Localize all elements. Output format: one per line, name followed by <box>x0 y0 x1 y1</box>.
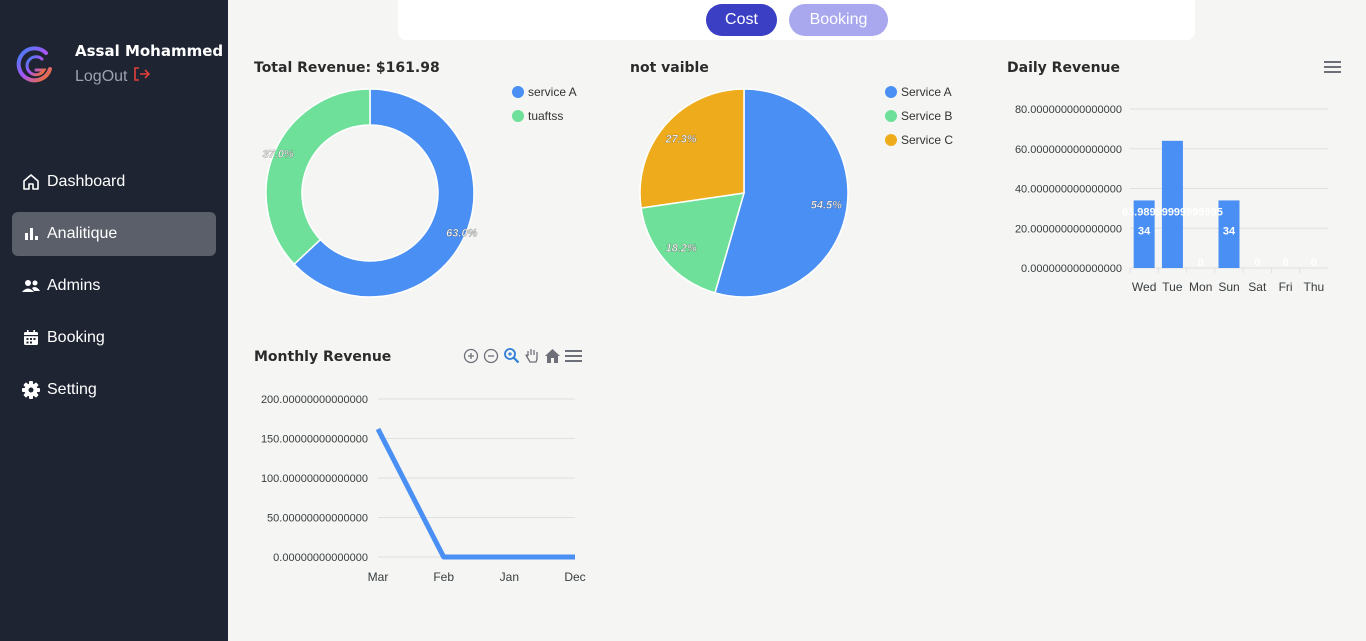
sidebar-item-setting[interactable]: Setting <box>12 368 216 412</box>
users-icon <box>21 276 41 296</box>
legend-item[interactable]: Service C <box>885 133 953 147</box>
bar <box>1161 140 1183 268</box>
gear-icon <box>21 380 41 400</box>
pie-slice <box>265 88 371 266</box>
legend-item[interactable]: service A <box>512 85 577 99</box>
chart-menu-icon[interactable] <box>565 349 582 363</box>
legend-label: Service B <box>901 109 953 123</box>
y-tick-label: 0.00000000000000 <box>273 552 368 564</box>
x-tick-label: Feb <box>433 570 454 584</box>
legend-item[interactable]: tuaftss <box>512 109 563 123</box>
slice-data-label: 54.5% <box>811 200 842 212</box>
cost-tab-button[interactable]: Cost <box>706 4 777 36</box>
pie-slice <box>640 192 746 294</box>
slice-data-label: 63.0% <box>446 228 477 240</box>
logout-label: LogOut <box>75 67 128 85</box>
legend-marker <box>885 134 897 146</box>
y-tick-label: 100.00000000000000 <box>261 473 368 485</box>
logout-button[interactable]: LogOut <box>75 66 223 87</box>
bar-data-label: 0 <box>1283 257 1289 269</box>
legend-marker <box>512 110 524 122</box>
monthly-revenue-title: Monthly Revenue <box>254 349 392 365</box>
y-tick-label: 150.00000000000000 <box>261 434 368 446</box>
legend-label: Service C <box>901 133 954 147</box>
sidebar-item-admins[interactable]: Admins <box>12 264 216 308</box>
legend-label: service A <box>528 85 577 99</box>
sidebar-nav: Dashboard Analitique Admins Booking Sett… <box>12 160 216 420</box>
slice-data-label: 18.2% <box>666 243 697 255</box>
zoom-in-icon[interactable] <box>463 348 479 364</box>
logout-icon <box>133 66 151 87</box>
pie-slice <box>293 88 475 298</box>
sidebar-item-analitique[interactable]: Analitique <box>12 212 216 256</box>
x-tick-label: Jan <box>500 570 519 584</box>
bar-data-label: 0 <box>1198 257 1204 269</box>
bar-data-label: 63.98999999999995 <box>1122 206 1223 218</box>
bar-data-label: 0 <box>1254 257 1260 269</box>
reset-home-icon[interactable] <box>544 348 561 364</box>
chart-toolbar <box>463 347 586 364</box>
daily-revenue-bar-chart: 0.000000000000000 20.000000000000000 40.00… <box>1015 104 1328 294</box>
line-series <box>375 427 575 560</box>
app-logo <box>16 45 52 82</box>
daily-revenue-title: Daily Revenue <box>1007 60 1120 76</box>
bar-chart-icon <box>21 224 41 244</box>
calendar-icon <box>21 328 41 348</box>
monthly-revenue-line-chart: 0.00000000000000 50.00000000000000 100.000… <box>261 394 586 584</box>
bar-data-label: 0 <box>1311 257 1317 269</box>
bar-data-label: 34 <box>1223 225 1236 237</box>
legend-label: Service A <box>901 85 952 99</box>
user-profile: Assal Mohammed LogOut <box>16 42 223 87</box>
x-tick-label: Sun <box>1218 280 1239 294</box>
legend-item[interactable]: Service A <box>885 85 952 99</box>
pie-slice <box>714 88 849 298</box>
user-name: Assal Mohammed <box>75 42 224 60</box>
sidebar-item-label: Setting <box>47 381 97 398</box>
y-tick-label: 20.000000000000000 <box>1015 223 1122 235</box>
y-tick-label: 200.00000000000000 <box>261 394 368 406</box>
pie-slice <box>639 88 745 209</box>
sidebar-item-label: Analitique <box>47 225 118 242</box>
x-tick-label: Mon <box>1189 280 1212 294</box>
sidebar: Assal Mohammed LogOut Dashboard Analitiq… <box>0 0 228 641</box>
slice-data-label: 37.0% <box>263 148 294 160</box>
chart-menu-icon[interactable] <box>1324 60 1341 79</box>
bar-data-label: 34 <box>1138 225 1151 237</box>
zoom-out-icon[interactable] <box>483 348 499 364</box>
x-tick-label: Tue <box>1162 280 1183 294</box>
x-tick-label: Thu <box>1304 280 1325 294</box>
legend-marker <box>512 86 524 98</box>
x-tick-label: Sat <box>1248 280 1267 294</box>
legend-marker <box>885 86 897 98</box>
pan-hand-icon[interactable] <box>524 347 540 364</box>
total-revenue-donut-chart: 63.0% 37.0% <box>262 88 478 298</box>
y-tick-label: 80.000000000000000 <box>1015 104 1122 116</box>
y-tick-label: 40.000000000000000 <box>1015 184 1122 196</box>
total-revenue-title: Total Revenue: $161.98 <box>254 60 440 76</box>
x-tick-label: Dec <box>564 570 585 584</box>
sidebar-item-label: Dashboard <box>47 173 126 190</box>
sidebar-item-label: Booking <box>47 329 105 346</box>
service-pie-chart: 54.5% 18.2% 27.3% <box>639 88 849 298</box>
legend-item[interactable]: Service B <box>885 109 952 123</box>
home-icon <box>21 172 41 192</box>
sidebar-item-booking[interactable]: Booking <box>12 316 216 360</box>
y-tick-label: 50.00000000000000 <box>267 513 368 525</box>
bar <box>1218 200 1240 268</box>
booking-tab-button[interactable]: Booking <box>789 4 888 36</box>
sidebar-item-dashboard[interactable]: Dashboard <box>12 160 216 204</box>
y-tick-label: 60.000000000000000 <box>1015 144 1122 156</box>
zoom-select-icon[interactable] <box>503 347 520 364</box>
legend-label: tuaftss <box>528 109 564 123</box>
x-tick-label: Mar <box>368 570 389 584</box>
view-toggle-bar: Cost Booking <box>398 0 1195 40</box>
sidebar-item-label: Admins <box>47 277 101 294</box>
service-pie-title: not vaible <box>630 60 709 76</box>
y-tick-label: 0.000000000000000 <box>1021 263 1122 275</box>
x-tick-label: Wed <box>1132 280 1156 294</box>
legend-marker <box>885 110 897 122</box>
slice-data-label: 27.3% <box>664 134 696 146</box>
bar <box>1133 200 1155 268</box>
x-tick-label: Fri <box>1279 280 1293 294</box>
